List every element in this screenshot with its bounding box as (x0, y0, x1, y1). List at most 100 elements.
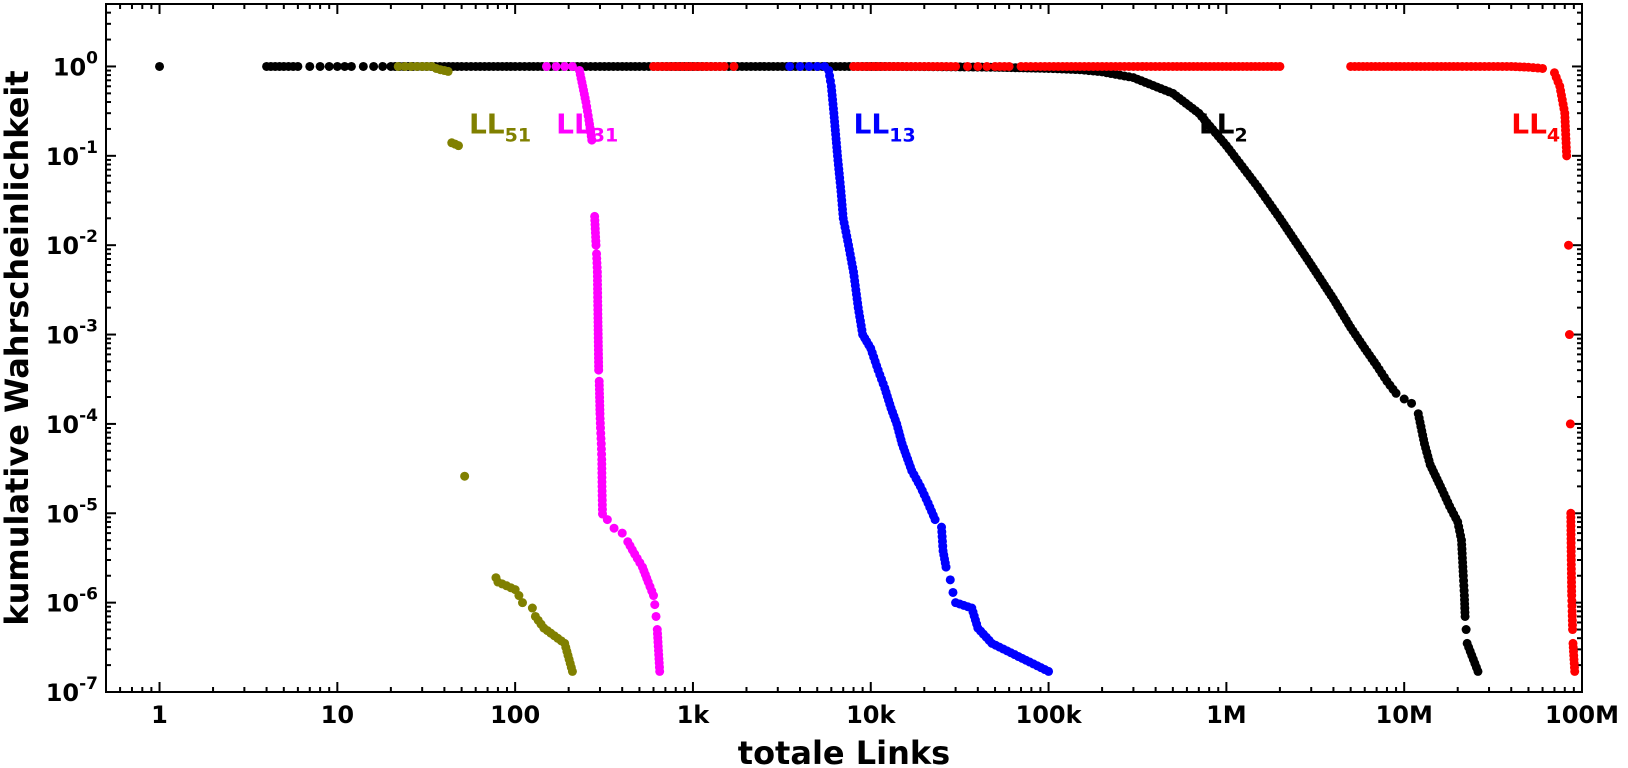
x-tick-label: 1M (1206, 701, 1247, 729)
data-point (293, 61, 303, 71)
data-point (567, 666, 577, 676)
series-label-subscript: 13 (889, 124, 915, 146)
data-point (393, 61, 403, 71)
data-point (587, 135, 597, 145)
data-point (804, 61, 814, 71)
y-tick-exponent: -5 (79, 495, 98, 515)
data-point (1473, 666, 1483, 676)
data-point (719, 61, 729, 71)
data-point (369, 61, 379, 71)
data-point (358, 61, 368, 71)
x-tick-label: 10M (1376, 701, 1433, 729)
data-point (1275, 61, 1285, 71)
data-point (982, 61, 992, 71)
x-axis-title: totale Links (738, 734, 950, 768)
data-point (155, 61, 165, 71)
y-tick-base: 10 (46, 143, 79, 171)
data-point (567, 61, 577, 71)
data-point (332, 61, 342, 71)
x-tick-label: 100M (1545, 701, 1619, 729)
data-point (795, 61, 805, 71)
data-point (1562, 151, 1572, 161)
series-label-LL13: LL13 (854, 107, 916, 146)
x-tick-labels: 1 10 100 1k 10k 100k 1M 10M 100M (151, 701, 1619, 729)
series-label-subscript: 2 (1235, 124, 1248, 146)
data-point (453, 141, 463, 151)
y-tick-label: 10-3 (46, 317, 98, 350)
data-point (1568, 625, 1578, 635)
data-point (1564, 330, 1574, 340)
y-tick-base: 10 (46, 500, 79, 528)
data-point (812, 61, 822, 71)
series-LL4-points (649, 61, 1580, 676)
y-tick-label: 10-6 (46, 585, 98, 618)
data-point (1044, 666, 1054, 676)
data-point (655, 666, 665, 676)
series-label-subscript: 4 (1547, 124, 1560, 146)
data-point (1407, 398, 1417, 408)
data-point (963, 61, 972, 71)
data-point (930, 515, 940, 525)
data-point (729, 61, 739, 71)
series-label-LL51: LL51 (469, 107, 531, 146)
y-tick-base: 10 (46, 679, 79, 707)
data-point (1570, 666, 1580, 676)
data-point (400, 61, 410, 71)
data-point (460, 471, 470, 481)
data-point (617, 528, 627, 538)
data-point (591, 240, 601, 250)
y-tick-label: 100 (53, 48, 98, 81)
data-point (649, 591, 659, 601)
series-label-LL2: LL2 (1199, 107, 1248, 146)
data-point (948, 587, 958, 597)
x-tick-label: 1 (151, 701, 168, 729)
data-point (378, 61, 388, 71)
x-tick-label: 10 (321, 701, 354, 729)
series-label-main: LL (469, 107, 505, 140)
data-point (1565, 419, 1575, 429)
data-point (609, 523, 619, 533)
series-label-main: LL (1199, 107, 1235, 140)
x-tick-label: 10k (846, 701, 896, 729)
axis-ticks (105, 3, 1583, 693)
data-point (514, 591, 524, 601)
data-point (951, 61, 961, 71)
y-tick-exponent: -1 (79, 138, 98, 158)
data-point (518, 598, 527, 608)
data-points (155, 61, 1580, 676)
data-point (541, 61, 551, 71)
data-point (443, 66, 453, 76)
series-label-main: LL (1511, 107, 1547, 140)
data-point (551, 61, 561, 71)
data-point (305, 61, 315, 71)
data-point (785, 61, 795, 71)
data-point (1461, 625, 1471, 635)
data-point (1399, 394, 1409, 404)
y-tick-exponent: -6 (79, 585, 98, 605)
y-tick-exponent: -2 (79, 227, 98, 247)
y-tick-exponent: -7 (79, 674, 98, 694)
y-tick-label: 10-5 (46, 495, 98, 528)
series-label-subscript: 31 (592, 124, 618, 146)
data-point (1004, 61, 1014, 71)
data-point (650, 600, 660, 610)
data-point (1538, 63, 1548, 73)
series-LL51-points (393, 61, 577, 676)
y-tick-base: 10 (46, 590, 79, 618)
y-tick-label: 10-2 (46, 227, 98, 260)
series-LL31-points (541, 61, 665, 676)
y-tick-label: 10-4 (46, 406, 98, 439)
data-point (941, 562, 951, 572)
data-point (315, 61, 325, 71)
data-point (594, 365, 604, 375)
data-point (346, 61, 356, 71)
data-point (324, 61, 334, 71)
series-label-LL31: LL31 (556, 107, 618, 146)
y-tick-base: 10 (46, 232, 79, 260)
series-label-main: LL (556, 107, 592, 140)
series-label-subscript: 51 (505, 124, 531, 146)
series-LL2-points (155, 61, 1483, 676)
